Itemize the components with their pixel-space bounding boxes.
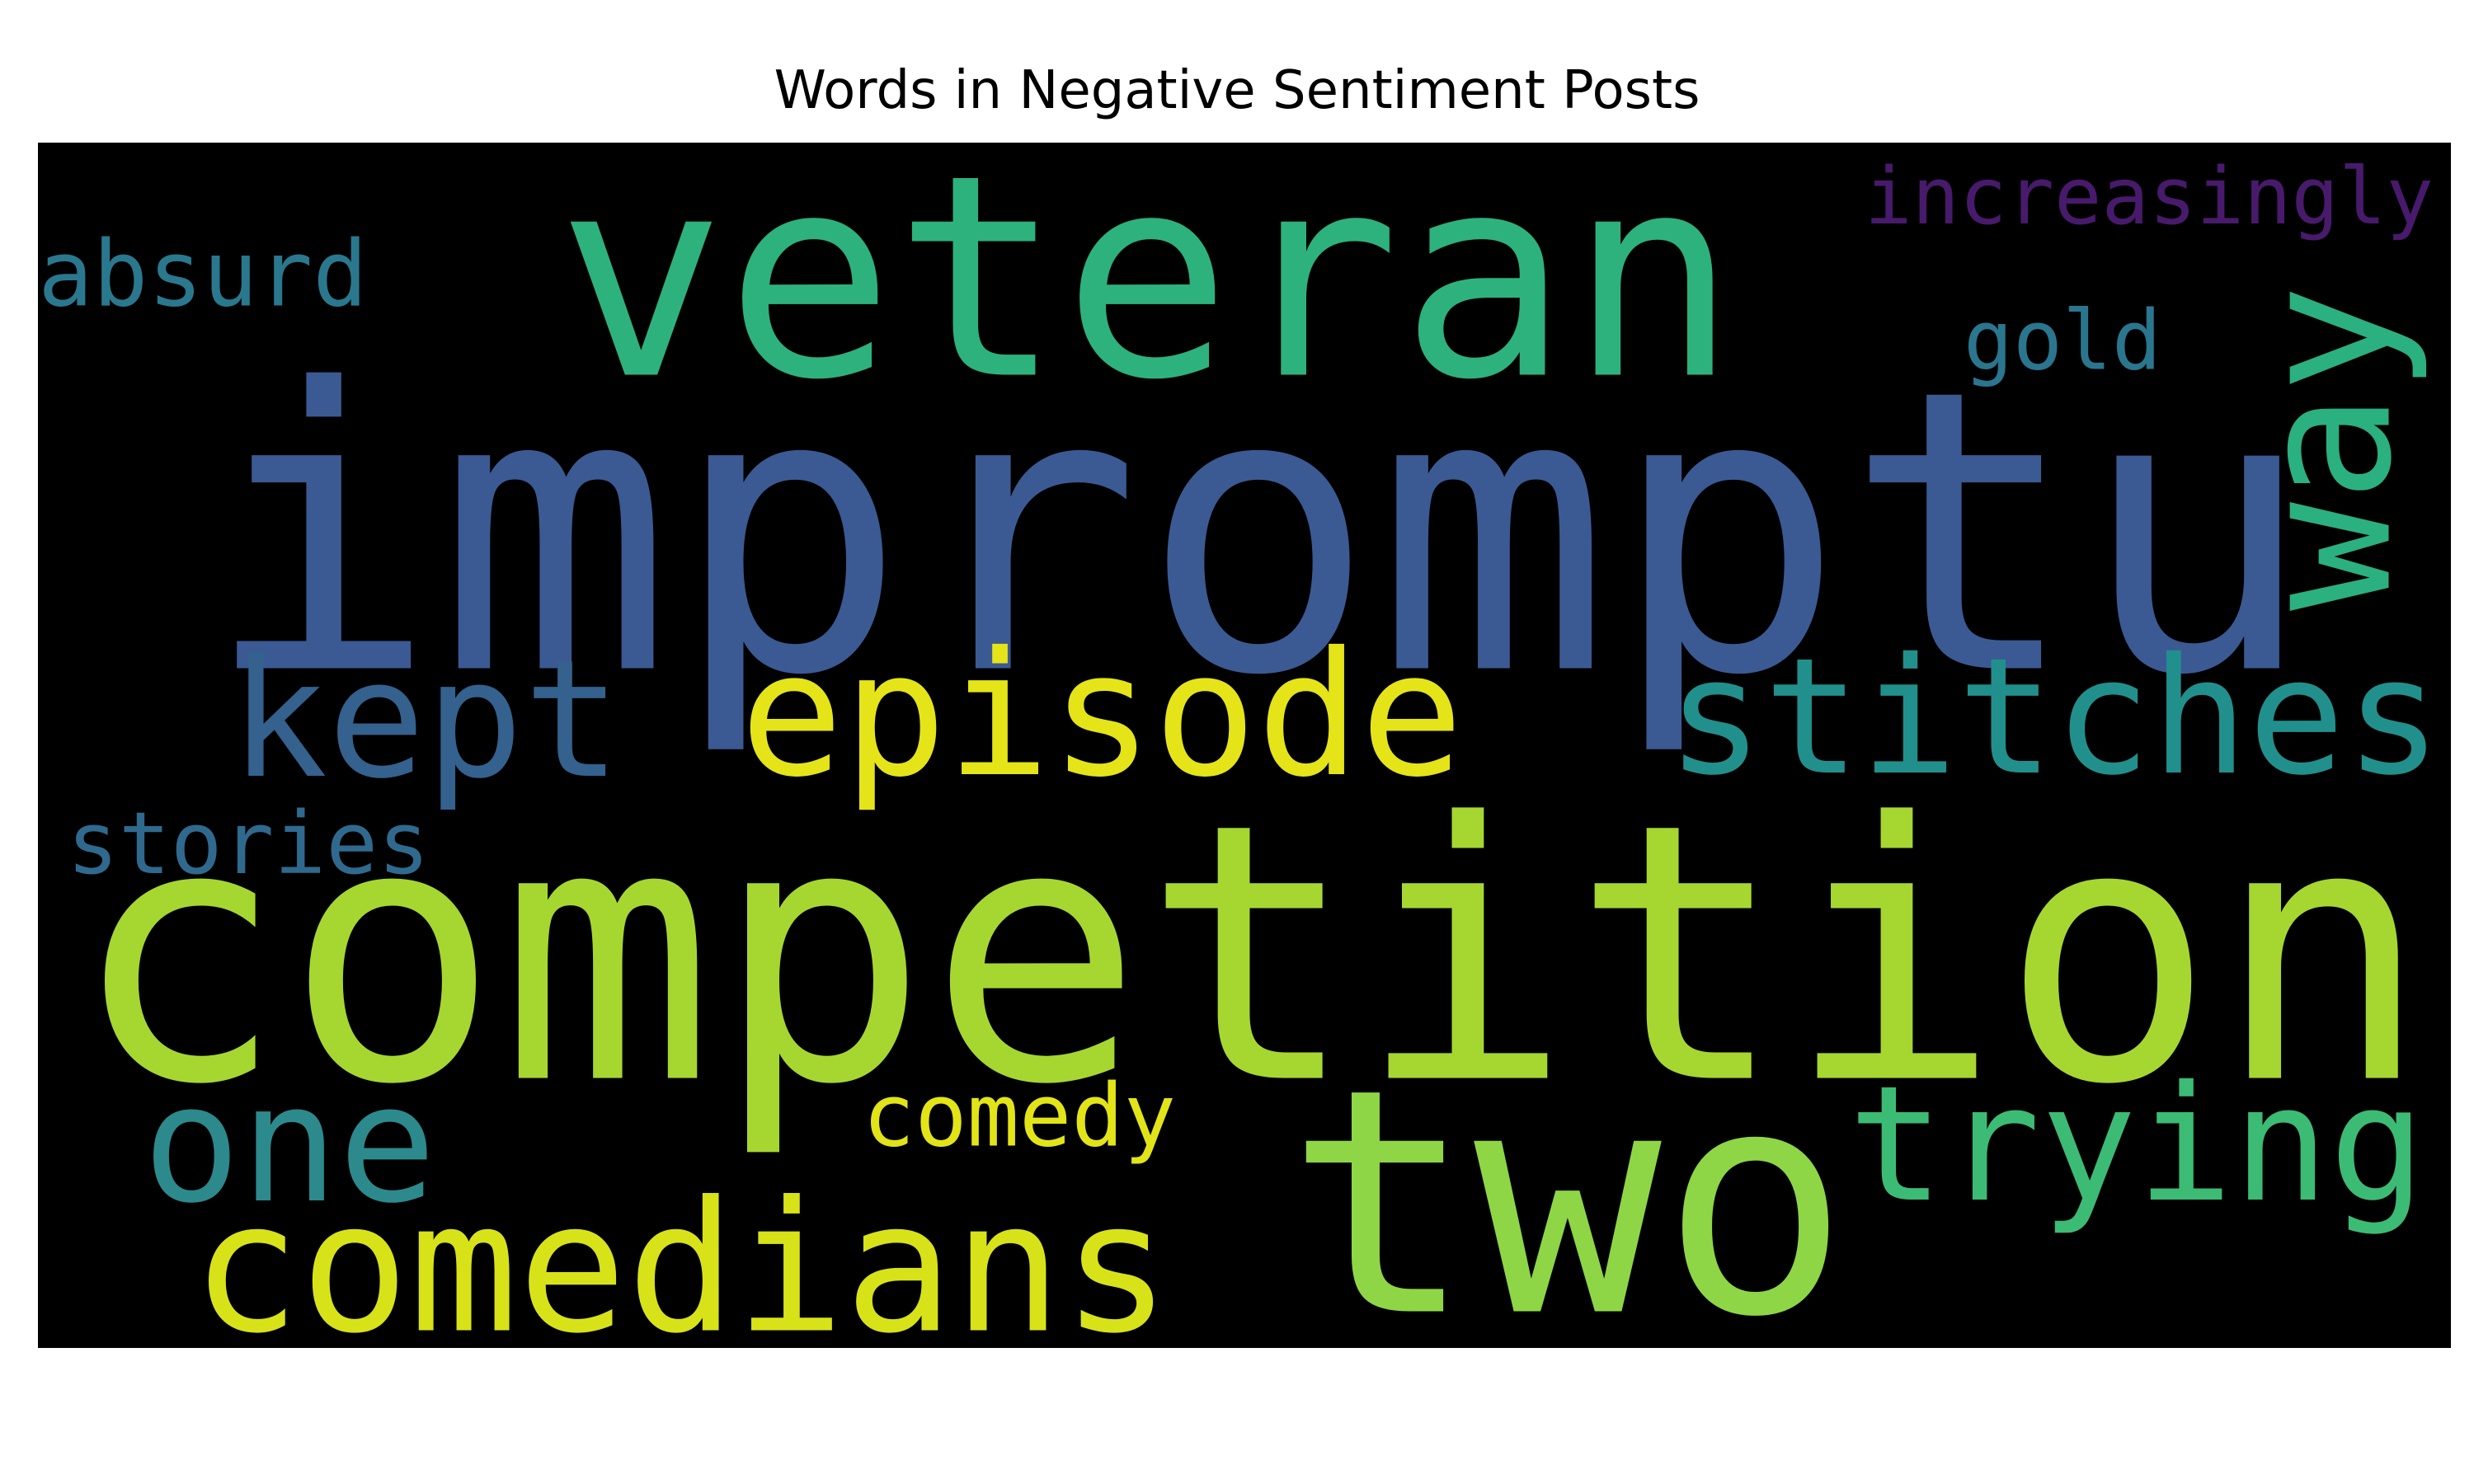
word-trying: trying	[1848, 1051, 2425, 1237]
word-comedians: comedians	[191, 1163, 1171, 1349]
word-veteran: veteran	[557, 143, 1738, 442]
word-stories: stories	[67, 793, 430, 894]
word-way: way	[2222, 284, 2432, 611]
word-one: one	[143, 1050, 436, 1239]
word-two: two	[1286, 1023, 1850, 1349]
word-increasingly: increasingly	[1865, 150, 2434, 242]
word-episode: episode	[740, 616, 1463, 815]
word-gold: gold	[1964, 293, 2161, 389]
word-cloud-background	[38, 143, 2451, 1348]
word-stitches: stitches	[1667, 624, 2442, 811]
word-absurd: absurd	[38, 222, 368, 328]
word-kept: kept	[230, 625, 622, 815]
word-impromptu: impromptu	[203, 308, 2314, 761]
chart-title: Words in Negative Sentiment Posts	[774, 60, 1700, 121]
word-comedy: comedy	[863, 1065, 1176, 1167]
word-competition: competition	[71, 748, 2429, 1162]
